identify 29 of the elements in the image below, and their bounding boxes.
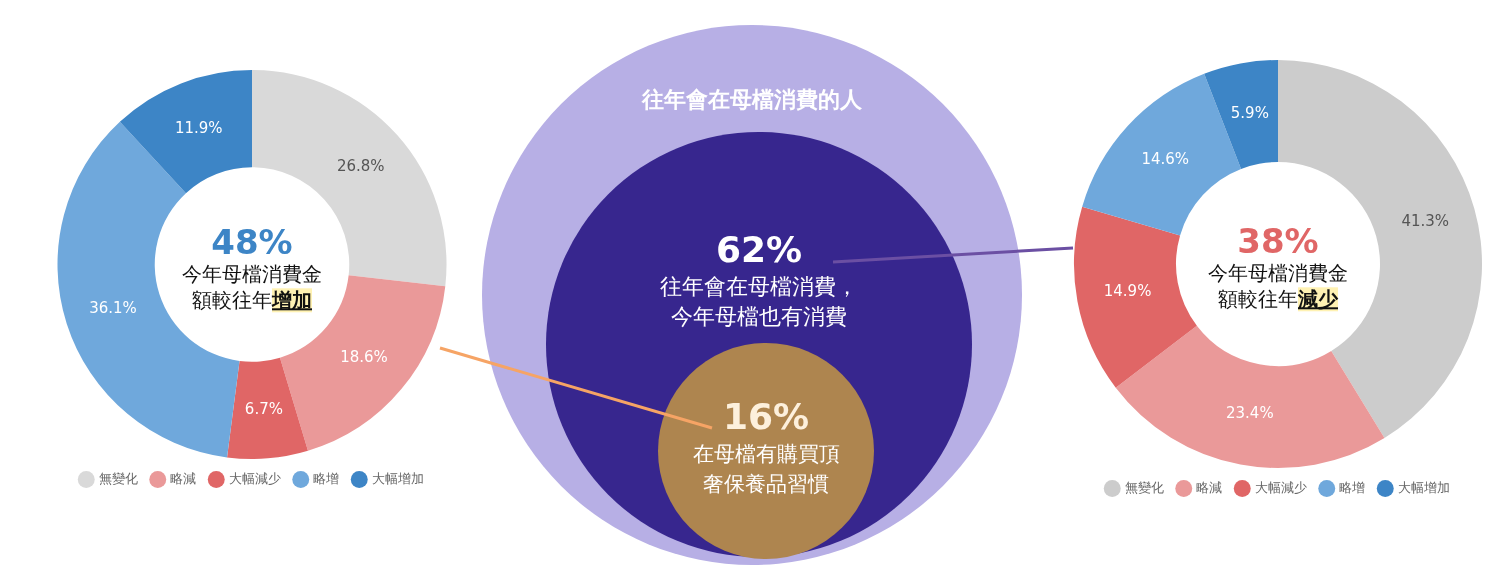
data-label: 18.6% <box>340 347 388 366</box>
data-label: 62% <box>715 228 803 270</box>
category-label: 往年會在母檔消費的人 <box>642 86 862 114</box>
text: 48% <box>210 221 294 262</box>
legend-label: 略增 <box>1339 479 1366 495</box>
legend-label: 大幅增加 <box>371 470 424 486</box>
text: 38% <box>1236 221 1320 262</box>
data-label: 36.1% <box>89 298 137 317</box>
data-label: 41.3% <box>1401 212 1450 231</box>
data-label: 23.4% <box>1226 404 1274 423</box>
category-label: 在母檔有購買頂奢保養品習慣 <box>691 441 841 499</box>
legend-label: 略減 <box>170 470 197 486</box>
data-label: 16% <box>722 395 810 437</box>
legend-label: 無變化 <box>98 470 138 486</box>
category-label: 往年會在母檔消費，今年母檔也有消費 <box>659 272 859 331</box>
data-label: 14.9% <box>1103 281 1152 300</box>
legend-label: 略減 <box>1196 479 1223 495</box>
text: 今年母檔消費金額較往年增加 <box>182 261 322 314</box>
data-label: 6.7% <box>244 399 283 418</box>
legend-label: 大幅增加 <box>1397 479 1450 495</box>
legend-label: 大幅減少 <box>228 470 281 486</box>
data-label: 26.8% <box>336 157 385 176</box>
legend-label: 無變化 <box>1124 479 1164 495</box>
legend-label: 略增 <box>313 470 340 486</box>
data-label: 11.9% <box>174 118 223 137</box>
data-label: 5.9% <box>1230 103 1269 122</box>
data-label: 14.6% <box>1141 150 1190 169</box>
legend-label: 大幅減少 <box>1254 479 1307 495</box>
text: 今年母檔消費金額較往年減少 <box>1208 260 1348 313</box>
